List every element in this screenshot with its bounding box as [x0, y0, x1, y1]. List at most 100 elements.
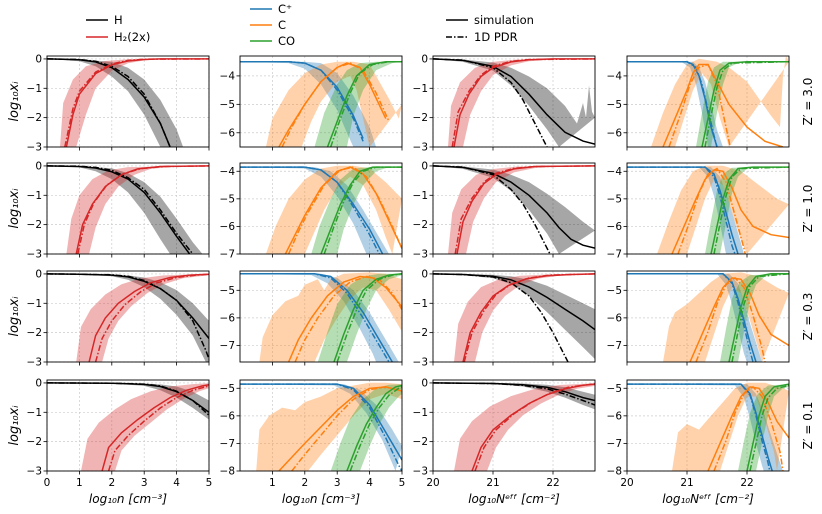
x-tick-label: 1 — [269, 477, 276, 489]
band-co — [330, 384, 402, 471]
panel-frame — [239, 379, 403, 472]
row-label: Z′ = 1.0 — [801, 185, 815, 233]
series-area — [433, 382, 595, 471]
sim-line-c — [707, 386, 789, 471]
sim-line-c — [662, 63, 784, 147]
sim-line-h — [47, 165, 191, 254]
pdr-line-c — [294, 275, 402, 362]
sim-line-cplus — [240, 60, 364, 139]
row-label: Z′ = 0.1 — [801, 402, 815, 450]
panel-r2-c0: 0 −1 −2 −3 — [27, 269, 210, 369]
y-tick-label: −6 — [220, 410, 236, 422]
sim-line-co — [710, 166, 789, 254]
y-tick-label: −1 — [27, 190, 42, 202]
y-tick-label: −3 — [413, 142, 428, 154]
series-area — [240, 60, 402, 147]
y-tick-label: −1 — [413, 298, 428, 310]
y-axis-labels: log₁₀xᵢ log₁₀xᵢ log₁₀xᵢ log₁₀xᵢ — [7, 81, 22, 446]
x-tick-label: 22 — [546, 477, 559, 489]
panel-frame — [432, 270, 596, 363]
y-tick-label: −5 — [220, 99, 235, 111]
y-tick-label: −5 — [607, 99, 622, 111]
sim-line-h — [47, 58, 171, 147]
sim-line-h2 — [471, 383, 595, 471]
legend-item-left-1: H₂(2x) — [86, 30, 150, 44]
panel-grid: 0−1−2−3−4−5−60−1−2−3−4−5−60−1−2−3−4−5−6−… — [27, 54, 790, 489]
sim-line-h2 — [75, 165, 209, 254]
series-area — [240, 272, 402, 362]
sim-line-h2 — [88, 273, 209, 362]
panel-frame — [239, 270, 403, 363]
y-tick-label: −6 — [607, 221, 623, 233]
x-axis-label: log₁₀Nᵉᶠᶠ [cm⁻²] — [468, 492, 560, 506]
row-labels: Z′ = 3.0 Z′ = 1.0 Z′ = 0.3 Z′ = 0.1 — [801, 78, 815, 450]
sim-line-c — [287, 275, 402, 362]
pdr-line-co — [349, 386, 402, 471]
sim-line-co — [320, 166, 402, 254]
x-axis-label: log₁₀Nᵉᶠᶠ [cm⁻²] — [662, 492, 754, 506]
band-co — [317, 273, 402, 362]
panel-r0-c3: −4 −5 −6 — [607, 55, 790, 151]
x-tick-label: 5 — [399, 477, 406, 489]
panel-frame — [46, 162, 210, 255]
x-tick-label: 20 — [620, 477, 633, 489]
x-tick-label: 1 — [76, 477, 83, 489]
y-tick-label: −3 — [27, 249, 42, 261]
y-axis-label: log₁₀xᵢ — [7, 188, 22, 229]
series-area — [433, 165, 595, 254]
y-tick-label: 0 — [421, 269, 428, 281]
sim-line-cplus — [240, 383, 402, 461]
y-tick-label: −5 — [607, 383, 622, 395]
y-tick-label: −1 — [413, 407, 428, 419]
y-tick-label: −5 — [220, 193, 235, 205]
sim-line-c — [284, 166, 402, 254]
x-tick-label: 2 — [301, 477, 308, 489]
y-tick-label: −6 — [220, 312, 236, 324]
y-tick-label: −5 — [607, 285, 622, 297]
y-tick-label: −5 — [220, 285, 235, 297]
series-area — [47, 273, 209, 362]
y-tick-label: −3 — [27, 357, 42, 369]
panel-frame — [432, 379, 596, 472]
x-tick-label: 3 — [334, 477, 341, 489]
band-h2 — [66, 165, 209, 254]
sim-line-h2 — [101, 383, 209, 471]
y-tick-label: −3 — [413, 249, 428, 261]
band-c — [663, 272, 789, 362]
band-h2 — [454, 273, 595, 362]
sim-line-h — [433, 273, 595, 331]
band-cplus — [240, 384, 402, 471]
panel-r3-c2: 0 −1 −2 −320 21 22 — [413, 378, 596, 489]
y-tick-label: −2 — [413, 219, 428, 231]
pdr-line-h2 — [107, 385, 209, 471]
sim-line-co — [746, 383, 789, 471]
y-tick-label: −3 — [27, 466, 42, 478]
y-tick-label: −6 — [220, 127, 236, 139]
band-co — [738, 384, 789, 471]
legend-item-right-1: C — [250, 18, 286, 32]
y-tick-label: −3 — [413, 466, 428, 478]
x-tick-label: 0 — [44, 477, 51, 489]
legend-item-left-0: H — [86, 13, 123, 27]
x-axis-labels: log₁₀n [cm⁻³] log₁₀n [cm⁻³] log₁₀Nᵉᶠᶠ [cm⁻… — [89, 492, 754, 506]
band-c — [256, 382, 402, 471]
panel-frame — [432, 55, 596, 148]
sim-line-c — [278, 386, 402, 471]
y-tick-label: 0 — [35, 54, 42, 66]
y-tick-label: −4 — [607, 71, 623, 83]
band-cplus — [627, 273, 762, 362]
panel-r0-c1: −4 −5 −6 — [220, 55, 403, 151]
y-tick-label: −6 — [607, 410, 623, 422]
sim-line-h2 — [456, 165, 595, 254]
pdr-line-cplus — [240, 166, 380, 254]
panel-r2-c2: 0 −1 −2 −3 — [413, 269, 596, 369]
y-tick-label: −7 — [220, 340, 235, 352]
panel-frame — [46, 55, 210, 148]
x-tick-label: 4 — [173, 477, 180, 489]
band-h2 — [60, 58, 209, 147]
series-area — [240, 165, 402, 254]
band-h — [47, 165, 203, 254]
y-tick-label: −7 — [607, 438, 622, 450]
sim-line-c — [671, 169, 789, 254]
band-c — [259, 272, 402, 362]
